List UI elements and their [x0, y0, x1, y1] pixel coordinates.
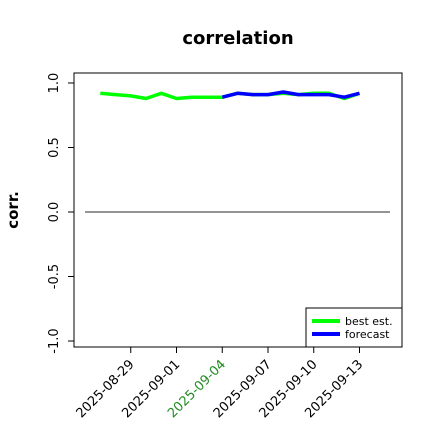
- y-tick-label: -1.0: [47, 328, 62, 353]
- chart-title: correlation: [182, 28, 293, 49]
- series-line-forecast: [221, 90, 360, 99]
- legend-box: [305, 307, 403, 348]
- legend-label-forecast: forecast: [345, 328, 390, 341]
- legend: best est. forecast: [305, 307, 403, 348]
- y-axis-label: corr.: [4, 191, 22, 229]
- legend-label-best-est: best est.: [345, 315, 393, 328]
- y-tick-label: 0.5: [47, 137, 62, 158]
- y-tick-label: 1.0: [47, 73, 62, 94]
- y-tick-label: 0.0: [47, 202, 62, 223]
- y-tick-label: -0.5: [47, 264, 62, 289]
- plot-frame: [73, 72, 403, 348]
